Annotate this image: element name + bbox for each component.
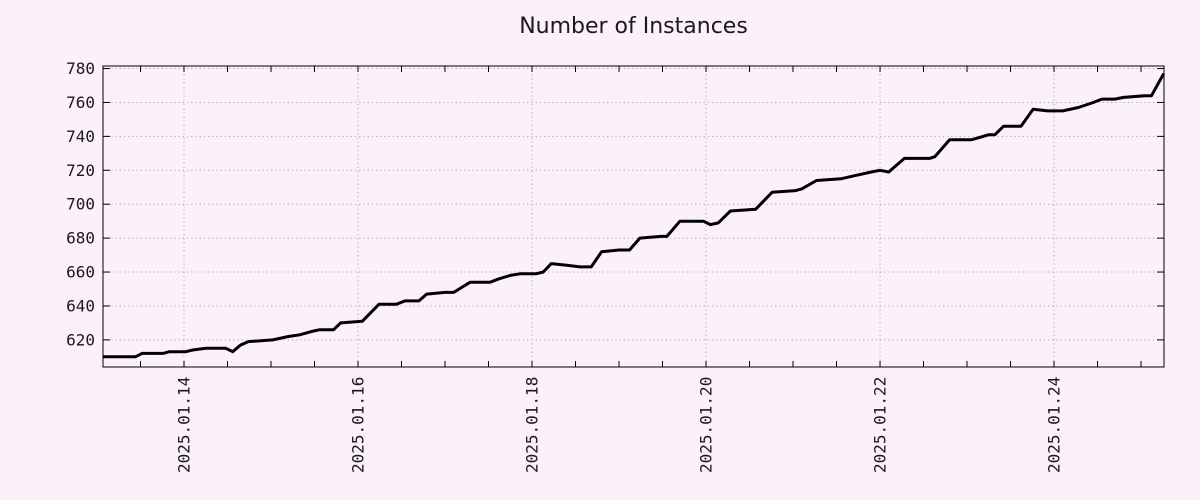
x-tick-label: 2025.01.16	[349, 377, 368, 473]
y-axis-labels: 620 640 660 680 700 720 740 760 780	[66, 59, 95, 349]
y-tick-label: 720	[66, 161, 95, 180]
y-tick-label: 780	[66, 59, 95, 78]
y-tick-label: 660	[66, 263, 95, 282]
y-tick-label: 760	[66, 93, 95, 112]
x-tick-label: 2025.01.18	[523, 377, 542, 473]
y-tick-label: 680	[66, 229, 95, 248]
x-tick-label: 2025.01.22	[871, 377, 890, 473]
y-tick-label: 700	[66, 195, 95, 214]
chart-title: Number of Instances	[519, 14, 748, 39]
y-tick-label: 740	[66, 127, 95, 146]
plot-border	[102, 65, 1165, 368]
series-line	[103, 72, 1166, 359]
axis-ticks	[103, 66, 1164, 367]
x-tick-label: 2025.01.20	[697, 377, 716, 473]
x-axis-labels: 2025.01.14 2025.01.16 2025.01.18 2025.01.20…	[174, 377, 1063, 473]
y-tick-label: 620	[66, 330, 95, 349]
grid	[103, 66, 1164, 367]
x-tick-label: 2025.01.24	[1045, 377, 1064, 473]
x-tick-label: 2025.01.14	[174, 377, 193, 473]
y-tick-label: 640	[66, 296, 95, 315]
